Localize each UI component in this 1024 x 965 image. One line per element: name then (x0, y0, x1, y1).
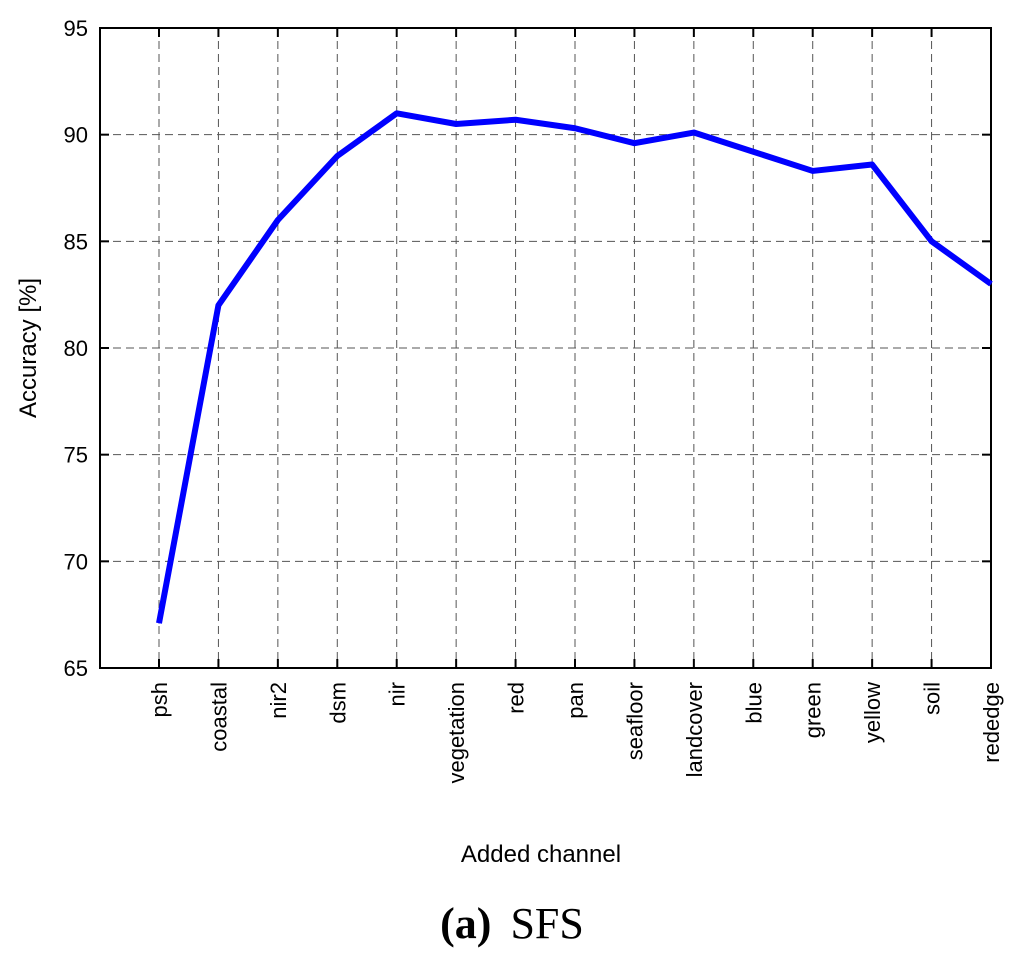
x-tick-label: dsm (325, 682, 350, 724)
figure-caption: (a) SFS (440, 899, 584, 948)
data-point (871, 164, 873, 166)
data-point (396, 112, 398, 114)
data-point (277, 219, 279, 221)
x-tick-label: soil (920, 682, 945, 715)
y-tick-label: 90 (64, 123, 88, 148)
data-point (633, 142, 635, 144)
caption-letter: (a) (440, 899, 491, 948)
data-point (693, 132, 695, 134)
x-axis-ticks: psh coastal nir2 dsm nir vegetation red pan seaf… (147, 28, 1004, 784)
y-axis-title: Accuracy [%] (15, 278, 42, 418)
data-point (752, 151, 754, 153)
x-tick-label: rededge (979, 682, 1004, 763)
y-axis-ticks: 65 70 75 80 85 90 95 (64, 16, 991, 681)
x-tick-label: nir (385, 682, 410, 706)
data-point (812, 170, 814, 172)
data-point (931, 240, 933, 242)
x-tick-label: landcover (682, 682, 707, 777)
y-tick-label: 70 (64, 549, 88, 574)
data-point (336, 155, 338, 157)
x-tick-label: red (504, 682, 529, 714)
data-point (990, 283, 992, 285)
y-tick-label: 80 (64, 336, 88, 361)
y-tick-label: 65 (64, 656, 88, 681)
data-point (158, 622, 160, 624)
y-tick-label: 85 (64, 229, 88, 254)
x-tick-label: coastal (206, 682, 231, 752)
y-tick-label: 95 (64, 16, 88, 41)
x-tick-label: nir2 (266, 682, 291, 719)
grid-lines (100, 28, 991, 668)
x-tick-label: psh (147, 682, 172, 717)
caption-text: SFS (510, 899, 583, 948)
data-point (217, 304, 219, 306)
data-point (574, 127, 576, 129)
x-tick-label: seafloor (622, 682, 647, 760)
x-tick-label: yellow (860, 682, 885, 743)
x-tick-label: green (801, 682, 826, 738)
x-tick-label: blue (741, 682, 766, 724)
x-axis-title: Added channel (461, 841, 621, 868)
y-tick-label: 75 (64, 443, 88, 468)
x-tick-label: pan (563, 682, 588, 719)
series-group (156, 110, 993, 624)
data-point (455, 123, 457, 125)
data-point (515, 119, 517, 121)
x-tick-label: vegetation (444, 682, 469, 784)
